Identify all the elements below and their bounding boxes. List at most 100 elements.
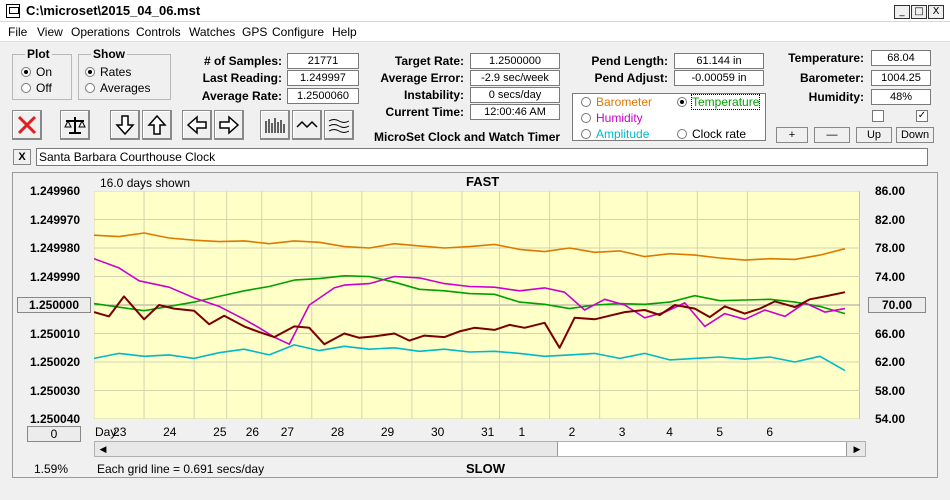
option-amplitude[interactable]: Amplitude: [581, 127, 649, 141]
arrow-down-icon: [115, 115, 135, 136]
menu-file[interactable]: File: [8, 25, 28, 39]
day-tick-label: 24: [163, 425, 177, 439]
scale-up-button[interactable]: Up: [856, 127, 892, 143]
radio-selected-icon: [677, 97, 687, 107]
fast-label: FAST: [466, 174, 500, 189]
multi-wave-icon: [328, 119, 350, 133]
option-barometer[interactable]: Barometer: [581, 95, 652, 109]
left-tick-label: 1.250040: [30, 412, 81, 426]
right-tick-label: 86.00: [875, 184, 906, 198]
menu-view[interactable]: View: [37, 25, 63, 39]
maximize-button[interactable]: □: [911, 5, 927, 19]
show-group: Show Rates Averages: [78, 47, 171, 100]
day-tick-label: 31: [481, 425, 495, 439]
radio-unselected-icon: [21, 83, 31, 93]
title-bar: C:\microset\2015_04_06.mst _ □ X: [0, 0, 950, 22]
wave-icon: [296, 120, 318, 129]
scale-minus-button[interactable]: —: [814, 127, 850, 143]
right-tick-label: 62.00: [875, 355, 906, 369]
right-center-button[interactable]: 70.00: [868, 297, 926, 313]
arrow-left-icon: [186, 115, 207, 135]
stop-button[interactable]: [12, 110, 42, 140]
days-shown-label: 16.0 days shown: [100, 176, 191, 190]
watch-name-field[interactable]: Santa Barbara Courthouse Clock: [36, 148, 928, 166]
plot-off-radio[interactable]: Off: [21, 81, 52, 95]
scale-down-button[interactable]: Down: [896, 127, 934, 143]
arrow-up-icon: [147, 114, 167, 135]
average-rate-label: Average Rate:: [201, 89, 282, 103]
last-reading-value: 1.249997: [287, 70, 359, 86]
series-amplitude: [94, 344, 846, 372]
show-averages-radio[interactable]: Averages: [85, 81, 150, 95]
day-tick-label: 26: [245, 425, 260, 439]
slow-label: SLOW: [466, 461, 505, 476]
day-tick-label: 23: [113, 425, 127, 439]
bar-chart-icon: [265, 118, 285, 133]
menu-operations[interactable]: Operations: [71, 25, 130, 39]
menu-gps[interactable]: GPS: [242, 25, 268, 39]
balance-button[interactable]: [60, 110, 90, 140]
day-tick-label: 6: [766, 425, 774, 439]
bottom-left-button[interactable]: 0: [27, 426, 81, 442]
radio-unselected-icon: [581, 113, 591, 123]
wave-view-button[interactable]: [292, 110, 322, 140]
series-barometer: [94, 232, 846, 261]
left-tick-label: 1.250020: [30, 355, 81, 369]
horizontal-scrollbar[interactable]: ◀ ▶: [94, 441, 866, 457]
up-arrow-button[interactable]: [142, 110, 172, 140]
series-clock-rate: [94, 291, 846, 349]
left-arrow-button[interactable]: [182, 110, 212, 140]
menu-help[interactable]: Help: [332, 25, 357, 39]
day-tick-label: 2: [568, 425, 576, 439]
clear-watch-button[interactable]: X: [13, 149, 31, 165]
radio-unselected-icon: [581, 97, 591, 107]
minimize-button[interactable]: _: [894, 5, 910, 19]
day-tick-label: 27: [280, 425, 295, 439]
target-rate-label: Target Rate:: [394, 54, 464, 68]
scroll-left-icon[interactable]: ◀: [99, 444, 107, 454]
menu-watches[interactable]: Watches: [189, 25, 236, 39]
right-tick-label: 54.00: [875, 412, 906, 426]
multi-wave-button[interactable]: [324, 110, 354, 140]
scroll-right-icon[interactable]: ▶: [853, 444, 861, 454]
right-tick-label: 78.00: [875, 241, 906, 255]
left-tick-label: 1.249960: [30, 184, 81, 198]
pend-adjust-label: Pend Adjust:: [594, 71, 668, 85]
radio-unselected-icon: [581, 129, 591, 139]
close-window-button[interactable]: X: [928, 5, 944, 19]
pend-length-label: Pend Length:: [591, 54, 668, 68]
menu-controls[interactable]: Controls: [136, 25, 181, 39]
option-temperature[interactable]: Temperature: [677, 94, 761, 110]
option-clock-rate[interactable]: Clock rate: [677, 127, 746, 141]
day-tick-label: 30: [430, 425, 445, 439]
checkbox-right[interactable]: ✓: [916, 110, 928, 122]
menu-configure[interactable]: Configure: [272, 25, 325, 39]
right-tick-label: 82.00: [875, 212, 906, 227]
average-rate-value: 1.2500060: [287, 88, 359, 104]
pend-length-value: 61.144 in: [674, 53, 764, 69]
right-tick-label: 74.00: [875, 269, 906, 284]
right-arrow-button[interactable]: [214, 110, 244, 140]
average-error-label: Average Error:: [380, 71, 464, 85]
bars-view-button[interactable]: [260, 110, 290, 140]
down-arrow-button[interactable]: [110, 110, 140, 140]
barometer-value: 1004.25: [871, 70, 931, 86]
average-error-value: -2.9 sec/week: [470, 70, 560, 86]
day-prefix: Day:: [95, 425, 120, 439]
grid-note: Each grid line = 0.691 secs/day: [97, 462, 265, 476]
left-center-button[interactable]: 1.250000: [17, 297, 91, 313]
menu-bar: File View Operations Controls Watches GP…: [0, 22, 950, 42]
scrollbar-thumb[interactable]: [557, 442, 847, 456]
right-tick-label: 66.00: [875, 326, 906, 341]
plot-on-radio[interactable]: On: [21, 65, 52, 79]
day-tick-label: 29: [380, 425, 395, 439]
day-tick-label: 3: [618, 425, 626, 439]
show-rates-radio[interactable]: Rates: [85, 65, 131, 79]
option-humidity[interactable]: Humidity: [581, 111, 643, 125]
scale-plus-button[interactable]: +: [776, 127, 808, 143]
radio-selected-icon: [85, 67, 95, 77]
left-tick-label: 1.250010: [30, 326, 81, 341]
app-icon[interactable]: [6, 4, 20, 18]
current-time-value: 12:00:46 AM: [470, 104, 560, 120]
checkbox-left[interactable]: [872, 110, 884, 122]
